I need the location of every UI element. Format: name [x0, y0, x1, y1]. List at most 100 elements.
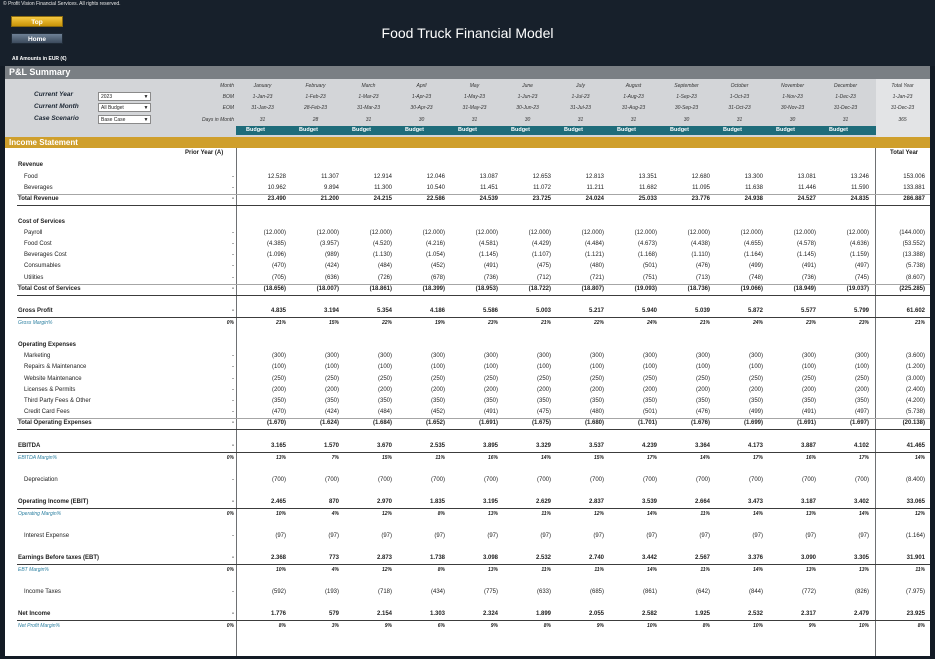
budget-label: Budget: [820, 126, 872, 135]
month-value-cell: (718): [377, 589, 392, 595]
row-label: Marketing: [24, 353, 51, 359]
budget-label: Budget: [661, 126, 713, 135]
month-value-cell: 5.872: [747, 308, 763, 314]
total-year-cell: 61.602: [906, 308, 925, 314]
home-button[interactable]: Home: [11, 33, 63, 44]
month-value-cell: 2.532: [535, 555, 551, 561]
month-value-cell: 15%: [328, 320, 339, 326]
row-label: Food: [24, 174, 38, 180]
month-value-cell: (476): [695, 409, 710, 415]
month-value-cell: 11.307: [321, 174, 339, 180]
current-month-select[interactable]: All Budget ▼: [98, 103, 151, 112]
month-value-cell: 5.003: [535, 308, 551, 314]
bom-date: 1-Feb-23: [305, 94, 326, 100]
month-value-cell: 5.586: [482, 308, 498, 314]
table-row: Credit Card Fees - (470) (424) (484) (452) (49…: [5, 409, 930, 418]
table-row: Total Cost of Services - (18.656) (18.007) (…: [5, 286, 930, 295]
month-value-cell: 21%: [275, 320, 286, 326]
days-count: 31: [259, 117, 266, 123]
month-value-cell: (200): [271, 387, 286, 393]
month-value-cell: 11%: [700, 511, 710, 517]
month-value-cell: 10%: [275, 567, 286, 573]
month-value-cell: (100): [854, 364, 869, 370]
month-value-cell: (350): [377, 398, 392, 404]
month-value-cell: 15%: [593, 455, 604, 461]
eom-date: 31-Mar-23: [357, 105, 380, 111]
row-label: Income Taxes: [24, 589, 61, 595]
month-value-cell: (300): [377, 353, 392, 359]
table-row: Utilities - (705) (636) (726) (678) (736) (712)…: [5, 275, 930, 284]
table-row: EBITDA Margin% 0% 13% 7% 15% 11% 16% 14% 15% 17% 1…: [5, 455, 930, 464]
month-value-cell: (18.656): [263, 286, 286, 292]
month-value-cell: (350): [801, 398, 816, 404]
month-value-cell: 5.217: [588, 308, 604, 314]
month-value-cell: 7%: [331, 455, 339, 461]
month-value-cell: 3.329: [535, 443, 551, 449]
month-value-cell: 11.211: [586, 185, 604, 191]
case-scenario-select[interactable]: Base Case ▼: [98, 115, 151, 124]
month-value-cell: (4.578): [796, 241, 816, 247]
month-value-cell: (100): [483, 364, 498, 370]
month-value-cell: 2.479: [853, 611, 869, 617]
month-value-cell: 24.215: [373, 196, 392, 202]
month-value-cell: 12.813: [585, 174, 604, 180]
month-value-cell: (250): [483, 376, 498, 382]
month-value-cell: 14%: [540, 455, 551, 461]
month-value-cell: (484): [377, 263, 392, 269]
month-value-cell: 23.490: [267, 196, 286, 202]
month-value-cell: 11%: [541, 511, 551, 517]
prior-year-cell: -: [232, 477, 234, 483]
month-value-cell: (1.670): [266, 420, 286, 426]
month-value-cell: 3.887: [800, 443, 816, 449]
table-row: Gross Margin% 0% 21% 15% 22% 19% 23% 21% 22% 24% 2…: [5, 320, 930, 329]
month-value-cell: (250): [748, 376, 763, 382]
month-value-cell: (350): [536, 398, 551, 404]
month-value-cell: (300): [695, 353, 710, 359]
month-value-cell: 16%: [805, 455, 816, 461]
month-value-cell: 3.098: [482, 555, 498, 561]
month-value-cell: 23.725: [532, 196, 551, 202]
month-value-cell: 2.055: [588, 611, 604, 617]
month-value-cell: 24.539: [479, 196, 498, 202]
month-value-cell: 3.195: [482, 499, 498, 505]
income-statement-header: Income Statement: [5, 137, 930, 148]
month-value-cell: 3.376: [747, 555, 763, 561]
month-value-cell: (751): [642, 275, 657, 281]
month-value-cell: (350): [271, 398, 286, 404]
month-value-cell: 12%: [381, 511, 392, 517]
month-value-cell: 10%: [858, 623, 869, 629]
month-value-cell: 3.402: [853, 499, 869, 505]
row-label: Earnings Before taxes (EBT): [18, 555, 100, 561]
prior-year-cell: -: [232, 174, 234, 180]
top-button[interactable]: Top: [11, 16, 63, 27]
month-value-cell: (501): [642, 263, 657, 269]
month-value-cell: (452): [430, 409, 445, 415]
month-value-cell: (1.699): [743, 420, 763, 426]
days-count: 31: [736, 117, 743, 123]
budget-label: Budget: [237, 126, 289, 135]
current-month-value: All Budget: [101, 105, 124, 111]
month-value-cell: 10.540: [426, 185, 445, 191]
month-value-cell: (636): [324, 275, 339, 281]
month-value-cell: 22.586: [426, 196, 445, 202]
month-value-cell: 19%: [434, 320, 445, 326]
month-value-cell: (250): [854, 376, 869, 382]
row-label: Beverages: [24, 185, 53, 191]
month-value-cell: (775): [483, 589, 498, 595]
current-year-select[interactable]: 2023 ▼: [98, 92, 151, 101]
eom-date: 30-Jun-23: [516, 105, 539, 111]
month-value-cell: 21.200: [320, 196, 339, 202]
month-value-cell: 13.081: [797, 174, 816, 180]
month-value-cell: 10%: [752, 623, 763, 629]
month-value-cell: (1.164): [743, 252, 763, 258]
month-value-cell: (193): [324, 589, 339, 595]
total-year-cell: (1.164): [905, 533, 925, 539]
row-label: Third Party Fees & Other: [24, 398, 91, 404]
month-value-cell: (1.624): [319, 420, 339, 426]
month-value-cell: (685): [589, 589, 604, 595]
prior-year-cell: -: [232, 364, 234, 370]
month-value-cell: (434): [430, 589, 445, 595]
month-value-cell: 11%: [541, 567, 551, 573]
month-value-cell: 8%: [437, 511, 445, 517]
month-value-cell: 4.102: [853, 443, 869, 449]
